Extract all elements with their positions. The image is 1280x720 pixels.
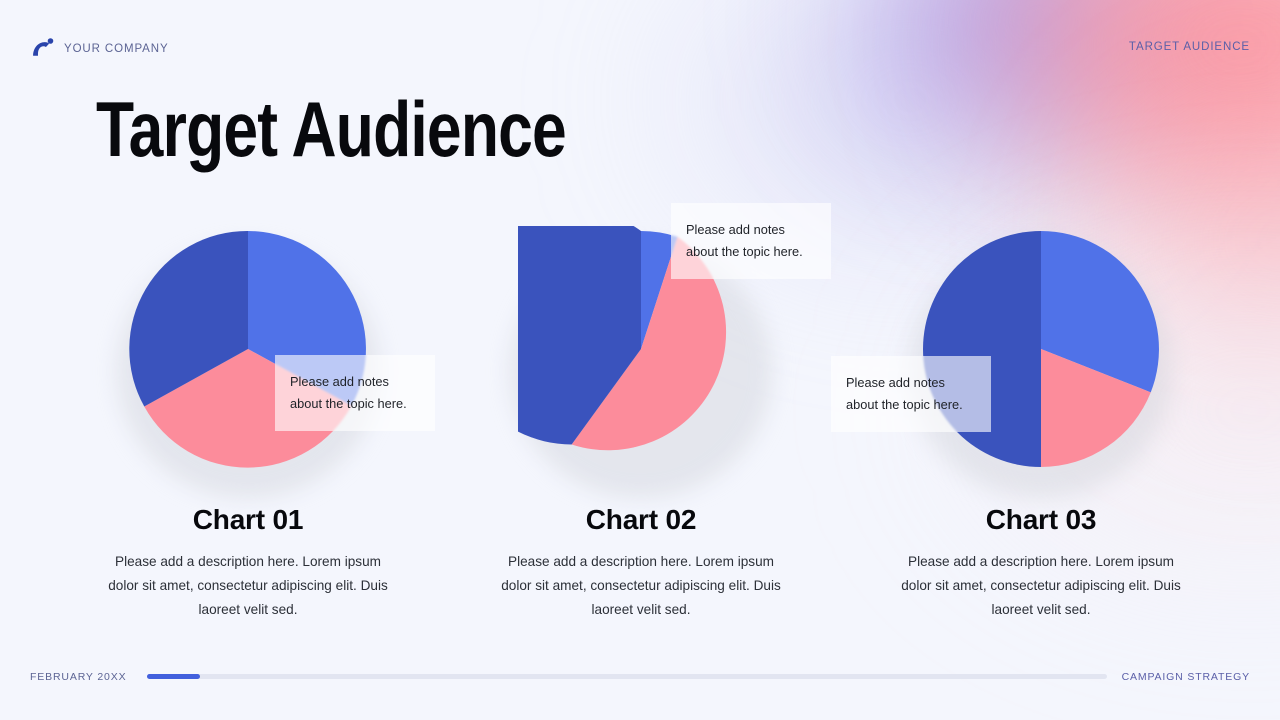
chart-description-3: Please add a description here. Lorem ips… — [901, 554, 1181, 618]
pie-slice-segment-a — [1041, 231, 1159, 393]
section-label: TARGET AUDIENCE — [1128, 41, 1250, 53]
note-box-3[interactable]: Please add notes about the topic here. — [831, 356, 991, 432]
chart-heading-2: Chart 02 — [585, 504, 697, 535]
note-box-2[interactable]: Please add notes about the topic here. — [671, 203, 831, 279]
pie-chart-1-svg — [129, 230, 366, 468]
footer-date: FEBRUARY 20XX — [30, 671, 127, 683]
pie-slice-segment-c — [129, 230, 248, 407]
pie-chart-2-svg — [518, 226, 727, 451]
note-line-2: about the topic here. — [686, 244, 803, 259]
note-line-1: Please add notes — [686, 222, 785, 237]
swoosh-logo-icon — [30, 36, 55, 61]
pie-slice-segment-b — [1041, 349, 1151, 467]
pie-slice-segment-c — [518, 226, 641, 445]
note-line-2: about the topic here. — [290, 396, 407, 411]
pie-chart-2 — [510, 226, 772, 498]
chart-heading-3: Chart 03 — [985, 504, 1097, 535]
chart-description-2: Please add a description here. Lorem ips… — [501, 554, 781, 618]
chart-heading-1: Chart 01 — [192, 504, 304, 535]
chart-description-1: Please add a description here. Lorem ips… — [108, 554, 388, 618]
pie-chart-1 — [117, 226, 379, 498]
brand-header: YOUR COMPANY — [30, 36, 169, 61]
note-line-1: Please add notes — [290, 374, 389, 389]
footer-deck-label: CAMPAIGN STRATEGY — [1121, 671, 1250, 683]
note-box-1[interactable]: Please add notes about the topic here. — [275, 355, 435, 431]
company-name: YOUR COMPANY — [64, 42, 169, 55]
page-title: Target Audience — [96, 85, 567, 173]
pie-chart-3-svg — [923, 231, 1159, 467]
note-line-2: about the topic here. — [846, 397, 963, 412]
pie-chart-3 — [910, 226, 1172, 498]
slide-progress-fill — [147, 674, 200, 679]
slide-progress-bar[interactable] — [147, 674, 1107, 679]
pie-slice-segment-b — [571, 236, 727, 451]
chart-column-2: Chart 02 Please add a description here. … — [441, 226, 841, 623]
note-line-1: Please add notes — [846, 375, 945, 390]
pie-slice-segment-a — [641, 231, 678, 349]
